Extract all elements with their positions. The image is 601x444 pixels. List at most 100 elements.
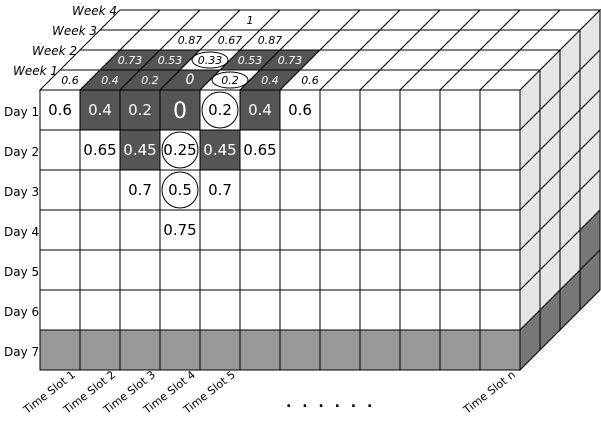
front-cell (199, 289, 241, 331)
front-value-label: 0.75 (163, 221, 196, 239)
front-dark-cell (119, 89, 161, 131)
front-cell (79, 249, 121, 291)
front-cell (79, 129, 121, 171)
front-value-label: 0.6 (288, 101, 312, 119)
front-value-label: 0.2 (128, 101, 152, 119)
front-dark-cell (159, 89, 201, 131)
front-cell (399, 169, 441, 211)
front-cell (439, 289, 481, 331)
front-cell (159, 329, 201, 371)
front-cell (239, 249, 281, 291)
top-value-label: 0.73 (278, 54, 303, 67)
front-cell (399, 249, 441, 291)
week-label-2: Week 2 (32, 44, 77, 58)
front-cell (319, 89, 361, 131)
day-label-3: Day 3 (4, 185, 39, 199)
front-cell (359, 129, 401, 171)
front-cell (279, 169, 321, 211)
front-cell (359, 89, 401, 131)
front-cell (119, 249, 161, 291)
day-label-5: Day 5 (4, 265, 39, 279)
front-value-label: 0.2 (208, 101, 232, 119)
top-value-label: 0.4 (261, 74, 279, 87)
top-value-label: 0.2 (141, 74, 159, 87)
front-cell (159, 249, 201, 291)
front-cell (39, 249, 81, 291)
week-label-1: Week 1 (13, 64, 58, 78)
day-label-6: Day 6 (4, 305, 39, 319)
cube-front-face: 0.6 0.4 0.2 0 0.2 0.4 0.6 0.65 0.45 0.25 0.45 0.65 0… (39, 89, 521, 371)
week-label-4: Week 4 (72, 4, 117, 18)
side-cell (579, 248, 601, 312)
front-cell (479, 129, 521, 171)
front-cell (199, 329, 241, 371)
day-label-2: Day 2 (4, 145, 39, 159)
top-value-label: 0.2 (221, 74, 239, 87)
top-value-label: 0.73 (118, 54, 143, 67)
front-cell (279, 329, 321, 371)
top-value-circle (191, 51, 229, 69)
front-value-label: 0.4 (248, 101, 272, 119)
front-cell (319, 129, 361, 171)
front-cell (39, 209, 81, 251)
front-cell (399, 89, 441, 131)
front-value-label: 0.5 (168, 181, 192, 199)
front-cell (79, 329, 121, 371)
front-cell (119, 329, 161, 371)
front-cell (479, 329, 521, 371)
front-cell (439, 169, 481, 211)
front-cell (79, 169, 121, 211)
front-value-circle (201, 91, 239, 129)
front-value-label: 0.65 (83, 141, 116, 159)
front-cell (359, 289, 401, 331)
front-value-label: 0.45 (123, 141, 156, 159)
front-cell (439, 209, 481, 251)
front-cell (239, 209, 281, 251)
front-cell (319, 289, 361, 331)
front-value-label: 0.45 (203, 141, 236, 159)
front-cell (39, 129, 81, 171)
day-label-4: Day 4 (4, 225, 39, 239)
front-cell (359, 249, 401, 291)
front-value-label: 0.65 (243, 141, 276, 159)
front-cell (79, 209, 121, 251)
front-value-circle (161, 171, 199, 209)
front-cell (439, 249, 481, 291)
slot-ellipsis: . . . . . . (286, 395, 375, 411)
front-cell (359, 169, 401, 211)
front-cell (479, 169, 521, 211)
top-value-label: 0.6 (61, 74, 79, 87)
front-cell (159, 289, 201, 331)
time-slot-label-n: Time Slot n (460, 368, 518, 417)
front-cell (399, 209, 441, 251)
day-label-7: Day 7 (4, 345, 39, 359)
week-label-3: Week 3 (52, 24, 97, 38)
day-label-1: Day 1 (4, 105, 39, 119)
front-cell (199, 249, 241, 291)
top-value-label: 0.53 (238, 54, 263, 67)
front-cell (399, 289, 441, 331)
front-cell (399, 329, 441, 371)
top-value-label: 0.87 (258, 34, 283, 47)
front-cell (439, 129, 481, 171)
front-cell (119, 289, 161, 331)
front-cell (279, 129, 321, 171)
front-value-label: 0 (173, 99, 187, 124)
top-value-label: 0.67 (218, 34, 243, 47)
top-value-label: 0.53 (158, 54, 183, 67)
front-cell (239, 289, 281, 331)
front-value-label: 0.6 (48, 101, 72, 119)
front-value-label: 0.25 (163, 141, 196, 159)
top-value-label: 0.33 (198, 54, 223, 67)
front-cell (479, 89, 521, 131)
front-cell (279, 289, 321, 331)
front-cell (319, 169, 361, 211)
front-dark-cell (199, 129, 241, 171)
front-cell (279, 89, 321, 131)
front-cell (39, 169, 81, 211)
front-cell (239, 329, 281, 371)
front-cell (39, 329, 81, 371)
front-cell (439, 89, 481, 131)
cube-top-face: 0.6 0.4 0.2 0 0.2 0.4 0.6 0.73 0.53 0.33 0.53 0.73 0… (38, 9, 601, 91)
